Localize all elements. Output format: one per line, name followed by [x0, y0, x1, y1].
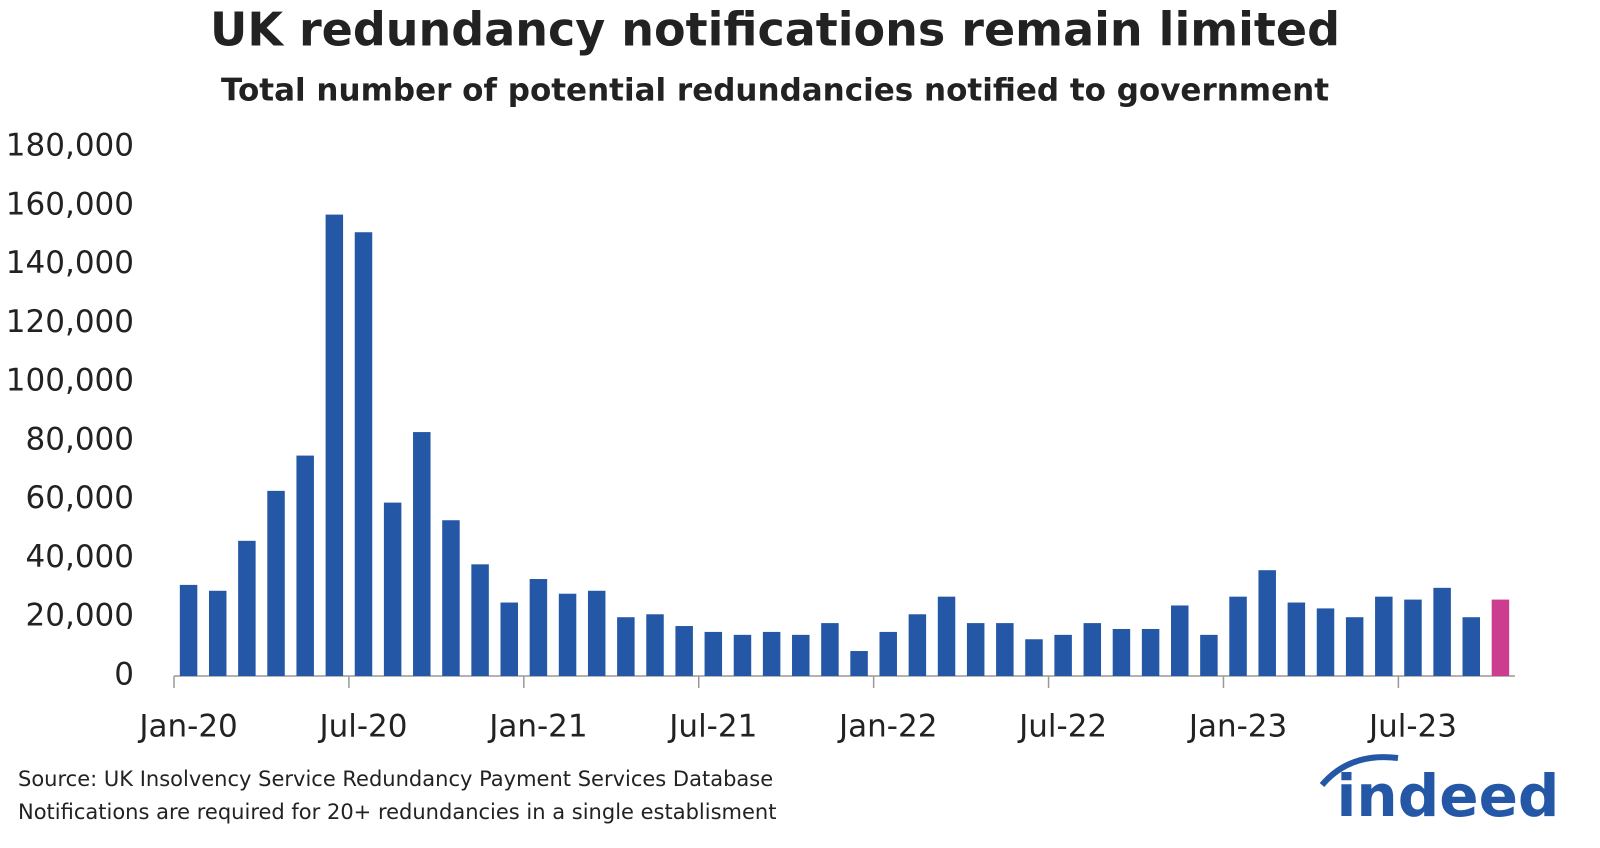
- source: Source: UK Insolvency Service Redundancy…: [18, 767, 773, 791]
- bar: [325, 214, 344, 676]
- bar: [908, 614, 927, 676]
- bar: [1404, 599, 1422, 676]
- bar: [1462, 617, 1481, 676]
- x-tick-label: Jul-22: [1017, 709, 1107, 745]
- bar: [646, 614, 664, 676]
- bar: [1287, 602, 1306, 676]
- bar: [413, 432, 431, 676]
- chart-title: UK redundancy notifications remain limit…: [210, 3, 1340, 57]
- bar: [996, 623, 1014, 676]
- bar: [267, 490, 285, 676]
- bar: [471, 564, 489, 676]
- bar: [1054, 634, 1072, 676]
- bar: [354, 232, 373, 676]
- y-tick-label: 100,000: [6, 363, 134, 399]
- y-tick-label: 180,000: [6, 128, 134, 164]
- y-tick-label: 160,000: [6, 186, 134, 222]
- x-tick-label: Jul-23: [1367, 709, 1457, 745]
- bar: [1345, 617, 1364, 676]
- y-tick-label: 140,000: [6, 245, 134, 281]
- bar: [1200, 634, 1218, 676]
- bar: [1171, 605, 1189, 676]
- bar: [821, 623, 839, 676]
- note: Notifications are required for 20+ redun…: [18, 800, 776, 824]
- x-tick-label: Jan-23: [1187, 709, 1287, 745]
- x-tick-label: Jan-20: [137, 709, 237, 745]
- bar: [1112, 628, 1131, 676]
- y-tick-label: 20,000: [26, 598, 134, 634]
- bar: [383, 502, 402, 676]
- bar: [1491, 599, 1510, 676]
- y-tick-label: 80,000: [26, 421, 134, 457]
- bar: [1316, 608, 1335, 676]
- bar: [937, 596, 956, 676]
- bar: [1141, 628, 1160, 676]
- bar: [704, 631, 723, 676]
- bar: [617, 617, 635, 676]
- bar: [879, 631, 897, 676]
- bar: [529, 579, 548, 676]
- y-tick-label: 120,000: [6, 304, 134, 340]
- bar: [442, 520, 460, 676]
- logo-arc: [1319, 754, 1399, 787]
- bar: [558, 593, 577, 676]
- bar: [1433, 587, 1451, 676]
- bar: [1083, 623, 1102, 676]
- y-tick-label: 60,000: [26, 480, 134, 516]
- chart-subtitle: Total number of potential redundancies n…: [221, 73, 1329, 109]
- bar: [1375, 596, 1393, 676]
- bar: [762, 631, 781, 676]
- x-tick-label: Jan-22: [837, 709, 937, 745]
- bar: [500, 602, 518, 676]
- x-tick-label: Jul-21: [667, 709, 757, 745]
- bar: [296, 455, 314, 676]
- bar: [675, 626, 693, 676]
- bar: [850, 651, 868, 676]
- logo: indeed: [1337, 762, 1560, 830]
- bar: [966, 623, 985, 676]
- x-tick-label: Jul-20: [317, 709, 407, 745]
- bar: [733, 634, 752, 676]
- y-tick-label: 0: [114, 657, 134, 693]
- x-tick-label: Jan-21: [487, 709, 587, 745]
- bar: [208, 590, 227, 676]
- bar: [1229, 596, 1247, 676]
- bar: [1258, 570, 1276, 676]
- bar: [238, 540, 256, 676]
- bar: [1025, 639, 1043, 676]
- y-tick-label: 40,000: [26, 539, 134, 575]
- bar: [792, 634, 810, 676]
- bar: [179, 584, 198, 676]
- bar: [587, 590, 606, 676]
